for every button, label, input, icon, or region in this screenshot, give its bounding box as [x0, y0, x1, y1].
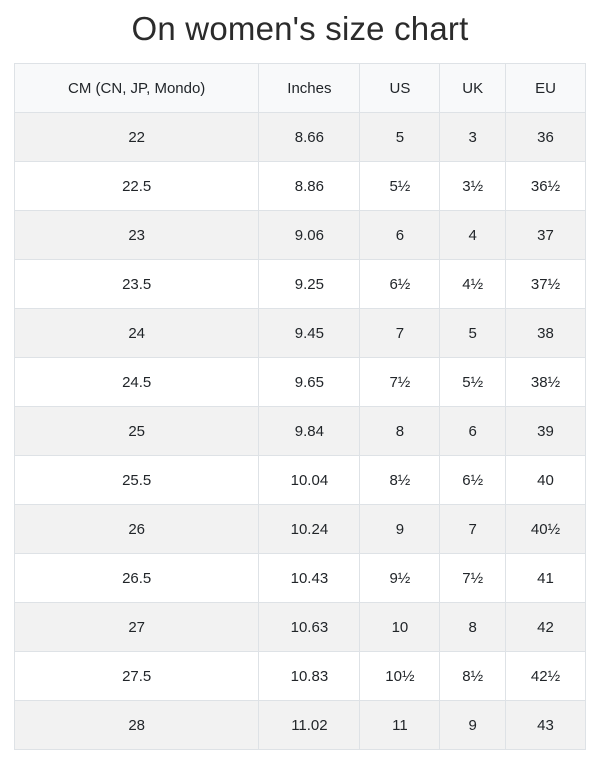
table-cell: 4 [439, 210, 507, 260]
table-cell: 4½ [439, 259, 507, 309]
table-cell: 7½ [359, 357, 441, 407]
table-header: CM (CN, JP, Mondo) Inches US UK EU [13, 63, 586, 113]
table-cell: 40 [505, 455, 586, 505]
table-cell: 3½ [439, 161, 507, 211]
table-cell: 38 [505, 308, 586, 358]
table-cell: 39 [505, 406, 586, 456]
table-cell: 41 [505, 553, 586, 603]
table-cell: 6 [439, 406, 507, 456]
table-cell: 9.84 [258, 406, 361, 456]
table-cell: 40½ [505, 504, 586, 554]
table-cell: 36½ [505, 161, 586, 211]
table-cell: 7 [439, 504, 507, 554]
table-cell: 25.5 [13, 455, 260, 505]
table-cell: 8 [359, 406, 441, 456]
table-cell: 26 [13, 504, 260, 554]
size-chart-table: CM (CN, JP, Mondo) Inches US UK EU 22 8.66 5 3 3… [13, 63, 586, 750]
table-row: 23 9.06 6 4 37 [13, 210, 586, 260]
table-cell: 10.63 [258, 602, 361, 652]
table-cell: 42 [505, 602, 586, 652]
table-cell: 5 [359, 112, 441, 162]
table-cell: 5½ [359, 161, 441, 211]
table-cell: 26.5 [13, 553, 260, 603]
table-cell: 7 [359, 308, 441, 358]
table-cell: 7½ [439, 553, 507, 603]
table-cell: 10.83 [258, 651, 361, 701]
table-row: 24.5 9.65 7½ 5½ 38½ [13, 357, 586, 407]
table-cell: 9.06 [258, 210, 361, 260]
table-cell: 10 [359, 602, 441, 652]
table-cell: 11.02 [258, 700, 361, 750]
table-cell: 24.5 [13, 357, 260, 407]
table-cell: 24 [13, 308, 260, 358]
table-cell: 6½ [359, 259, 441, 309]
table-cell: 9.45 [258, 308, 361, 358]
column-header-uk: UK [439, 63, 507, 113]
table-cell: 10.24 [258, 504, 361, 554]
table-row: 28 11.02 11 9 43 [13, 700, 586, 750]
table-row: 25 9.84 8 6 39 [13, 406, 586, 456]
table-row: 23.5 9.25 6½ 4½ 37½ [13, 259, 586, 309]
table-cell: 11 [359, 700, 441, 750]
table-row: 27.5 10.83 10½ 8½ 42½ [13, 651, 586, 701]
table-cell: 37 [505, 210, 586, 260]
table-cell: 42½ [505, 651, 586, 701]
table-cell: 8½ [359, 455, 441, 505]
table-cell: 37½ [505, 259, 586, 309]
column-header-cm: CM (CN, JP, Mondo) [13, 63, 260, 113]
table-cell: 6 [359, 210, 441, 260]
column-header-us: US [359, 63, 441, 113]
table-cell: 8 [439, 602, 507, 652]
page-title: On women's size chart [131, 10, 469, 47]
table-cell: 22.5 [13, 161, 260, 211]
table-row: 22.5 8.86 5½ 3½ 36½ [13, 161, 586, 211]
table-cell: 9.25 [258, 259, 361, 309]
table-row: 27 10.63 10 8 42 [13, 602, 586, 652]
table-body: 22 8.66 5 3 36 22.5 8.86 5½ 3½ 36½ 23 9.06 6 4 37 23.5 9… [13, 112, 586, 750]
table-cell: 27.5 [13, 651, 260, 701]
table-cell: 27 [13, 602, 260, 652]
table-cell: 28 [13, 700, 260, 750]
table-cell: 8.66 [258, 112, 361, 162]
table-cell: 6½ [439, 455, 507, 505]
table-cell: 9.65 [258, 357, 361, 407]
table-header-row: CM (CN, JP, Mondo) Inches US UK EU [13, 63, 586, 113]
table-cell: 10.04 [258, 455, 361, 505]
table-cell: 3 [439, 112, 507, 162]
table-row: 22 8.66 5 3 36 [13, 112, 586, 162]
table-cell: 10½ [359, 651, 441, 701]
table-cell: 23 [13, 210, 260, 260]
table-cell: 10.43 [258, 553, 361, 603]
table-cell: 9 [359, 504, 441, 554]
table-cell: 8.86 [258, 161, 361, 211]
table-row: 24 9.45 7 5 38 [13, 308, 586, 358]
table-cell: 43 [505, 700, 586, 750]
table-cell: 5½ [439, 357, 507, 407]
table-cell: 9½ [359, 553, 441, 603]
table-cell: 22 [13, 112, 260, 162]
column-header-inches: Inches [258, 63, 361, 113]
table-cell: 8½ [439, 651, 507, 701]
table-row: 26 10.24 9 7 40½ [13, 504, 586, 554]
table-cell: 9 [439, 700, 507, 750]
table-cell: 23.5 [13, 259, 260, 309]
table-row: 25.5 10.04 8½ 6½ 40 [13, 455, 586, 505]
table-cell: 5 [439, 308, 507, 358]
table-cell: 25 [13, 406, 260, 456]
table-cell: 38½ [505, 357, 586, 407]
table-cell: 36 [505, 112, 586, 162]
column-header-eu: EU [505, 63, 586, 113]
table-row: 26.5 10.43 9½ 7½ 41 [13, 553, 586, 603]
